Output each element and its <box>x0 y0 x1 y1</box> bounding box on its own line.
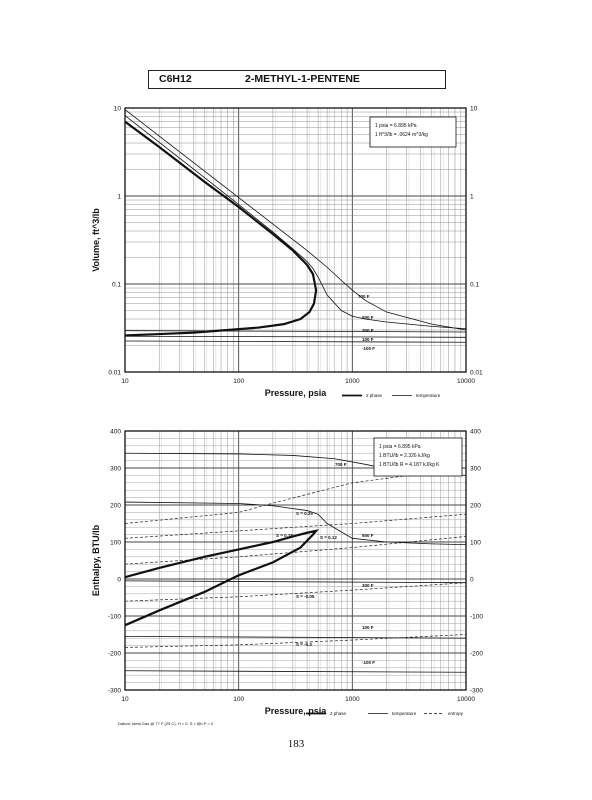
y-tick-label-right: 100 <box>470 540 481 547</box>
curve-label-3: 100 F <box>362 337 374 342</box>
x-tick-label: 10 <box>121 696 129 703</box>
x-tick-label: 10 <box>121 378 129 385</box>
x-tick-label: 10000 <box>457 696 475 703</box>
y-tick-label-right: 10 <box>470 106 478 113</box>
isotherm-3 <box>124 330 467 333</box>
isotherm-5 <box>124 340 467 343</box>
y-tick-label: -300 <box>108 688 121 695</box>
two-phase-curve <box>124 120 318 337</box>
isotherm-4 <box>124 635 467 639</box>
y-tick-label: 1 <box>117 194 121 201</box>
page-number: 183 <box>287 738 305 750</box>
vol-conversion-notes-box <box>369 116 457 148</box>
enth-conversion-notes-box <box>373 437 463 477</box>
compound-name: 2-METHYL-1-PENTENE <box>245 73 360 85</box>
two-phase-curve <box>124 529 320 627</box>
y-tick-label-right: -300 <box>470 688 483 695</box>
entropy-line-3 <box>124 582 467 602</box>
y-tick-label: 300 <box>110 466 121 473</box>
curve-label-4: -100 F <box>362 346 375 351</box>
y-axis-label: Enthalpy, BTU/lb <box>91 524 101 596</box>
curve-label-0: 700 F <box>335 462 347 467</box>
entropy-line-2 <box>124 536 467 565</box>
y-tick-label-right: -200 <box>470 651 483 658</box>
curve-label-5: 300 F <box>362 583 374 588</box>
y-tick-label: 0.1 <box>112 282 121 289</box>
isotherm-2 <box>124 501 467 545</box>
y-tick-label: 100 <box>110 540 121 547</box>
chemical-formula: C6H12 <box>159 73 192 85</box>
legend-label-0: 2 phase <box>330 711 347 716</box>
y-tick-label: 200 <box>110 503 121 510</box>
x-tick-label: 1000 <box>345 696 360 703</box>
y-tick-label-right: 0 <box>470 577 474 584</box>
conversion-note-0: 1 psia = 6.895 kPa <box>379 444 421 450</box>
curve-label-2: S = 0.15 <box>276 533 293 538</box>
conversion-note-1: 1 ft^3/lb = .0624 m^3/kg <box>375 132 428 138</box>
isotherm-4 <box>124 335 467 338</box>
chart-header: C6H12 2-METHYL-1-PENTENE <box>148 70 446 89</box>
curve-label-9: -100 F <box>362 660 375 665</box>
y-tick-label: 0.01 <box>108 370 121 377</box>
conversion-note-1: 1 BTU/lb = 2.326 kJ/kg <box>379 453 430 459</box>
x-tick-label: 1000 <box>345 378 360 385</box>
y-tick-label: 10 <box>114 106 122 113</box>
y-tick-label-right: 1 <box>470 194 474 201</box>
datum-footnote: Datum: Ideal Gas @ 77 F (25 C), H = 0, S… <box>118 721 214 726</box>
y-tick-label-right: 0.01 <box>470 370 483 377</box>
y-tick-label-right: 300 <box>470 466 481 473</box>
x-tick-label: 100 <box>233 378 244 385</box>
y-tick-label-right: 200 <box>470 503 481 510</box>
curve-label-6: S = -0.05 <box>296 594 315 599</box>
y-axis-label: Volume, ft^3/lb <box>91 208 101 272</box>
legend-label-1: temperature <box>416 393 441 398</box>
x-axis-label: Pressure, psia <box>265 388 328 398</box>
x-tick-label: 10000 <box>457 378 475 385</box>
y-tick-label: 400 <box>110 429 121 436</box>
curve-label-2: 300 F <box>362 328 374 333</box>
curve-label-3: S = 0.12 <box>320 535 337 540</box>
y-tick-label-right: 0.1 <box>470 282 479 289</box>
x-tick-label: 100 <box>233 696 244 703</box>
entropy-line-1 <box>124 513 467 539</box>
entropy-line-4 <box>124 634 467 648</box>
y-tick-label-right: -100 <box>470 614 483 621</box>
isotherm-3 <box>124 580 467 584</box>
y-tick-label-right: 400 <box>470 429 481 436</box>
curve-label-0: 700 F <box>358 294 370 299</box>
isotherm-5 <box>124 670 467 673</box>
y-tick-label: -100 <box>108 614 121 621</box>
conversion-note-0: 1 psia = 6.895 kPa <box>375 123 417 129</box>
vol-plot-frame <box>124 107 467 373</box>
enth-plot-frame <box>124 430 467 691</box>
y-tick-label: -200 <box>108 651 121 658</box>
curve-label-8: S = -0.3 <box>296 642 312 647</box>
curve-label-7: 100 F <box>362 625 374 630</box>
entropy-line-0 <box>124 467 467 524</box>
curve-label-4: 500 F <box>362 533 374 538</box>
y-tick-label: 0 <box>117 577 121 584</box>
legend-label-2: entropy <box>448 711 464 716</box>
curve-label-1: 500 F <box>362 315 374 320</box>
conversion-note-2: 1 BTU/lb R = 4.187 kJ/kg K <box>379 462 440 468</box>
curve-label-1: S = 0.25 <box>296 511 313 516</box>
x-axis-label: Pressure, psia <box>265 706 328 716</box>
isotherm-2 <box>124 115 467 330</box>
isotherm-1 <box>124 109 467 331</box>
legend-label-0: 2 phase <box>366 393 383 398</box>
legend-label-1: temperature <box>392 711 417 716</box>
